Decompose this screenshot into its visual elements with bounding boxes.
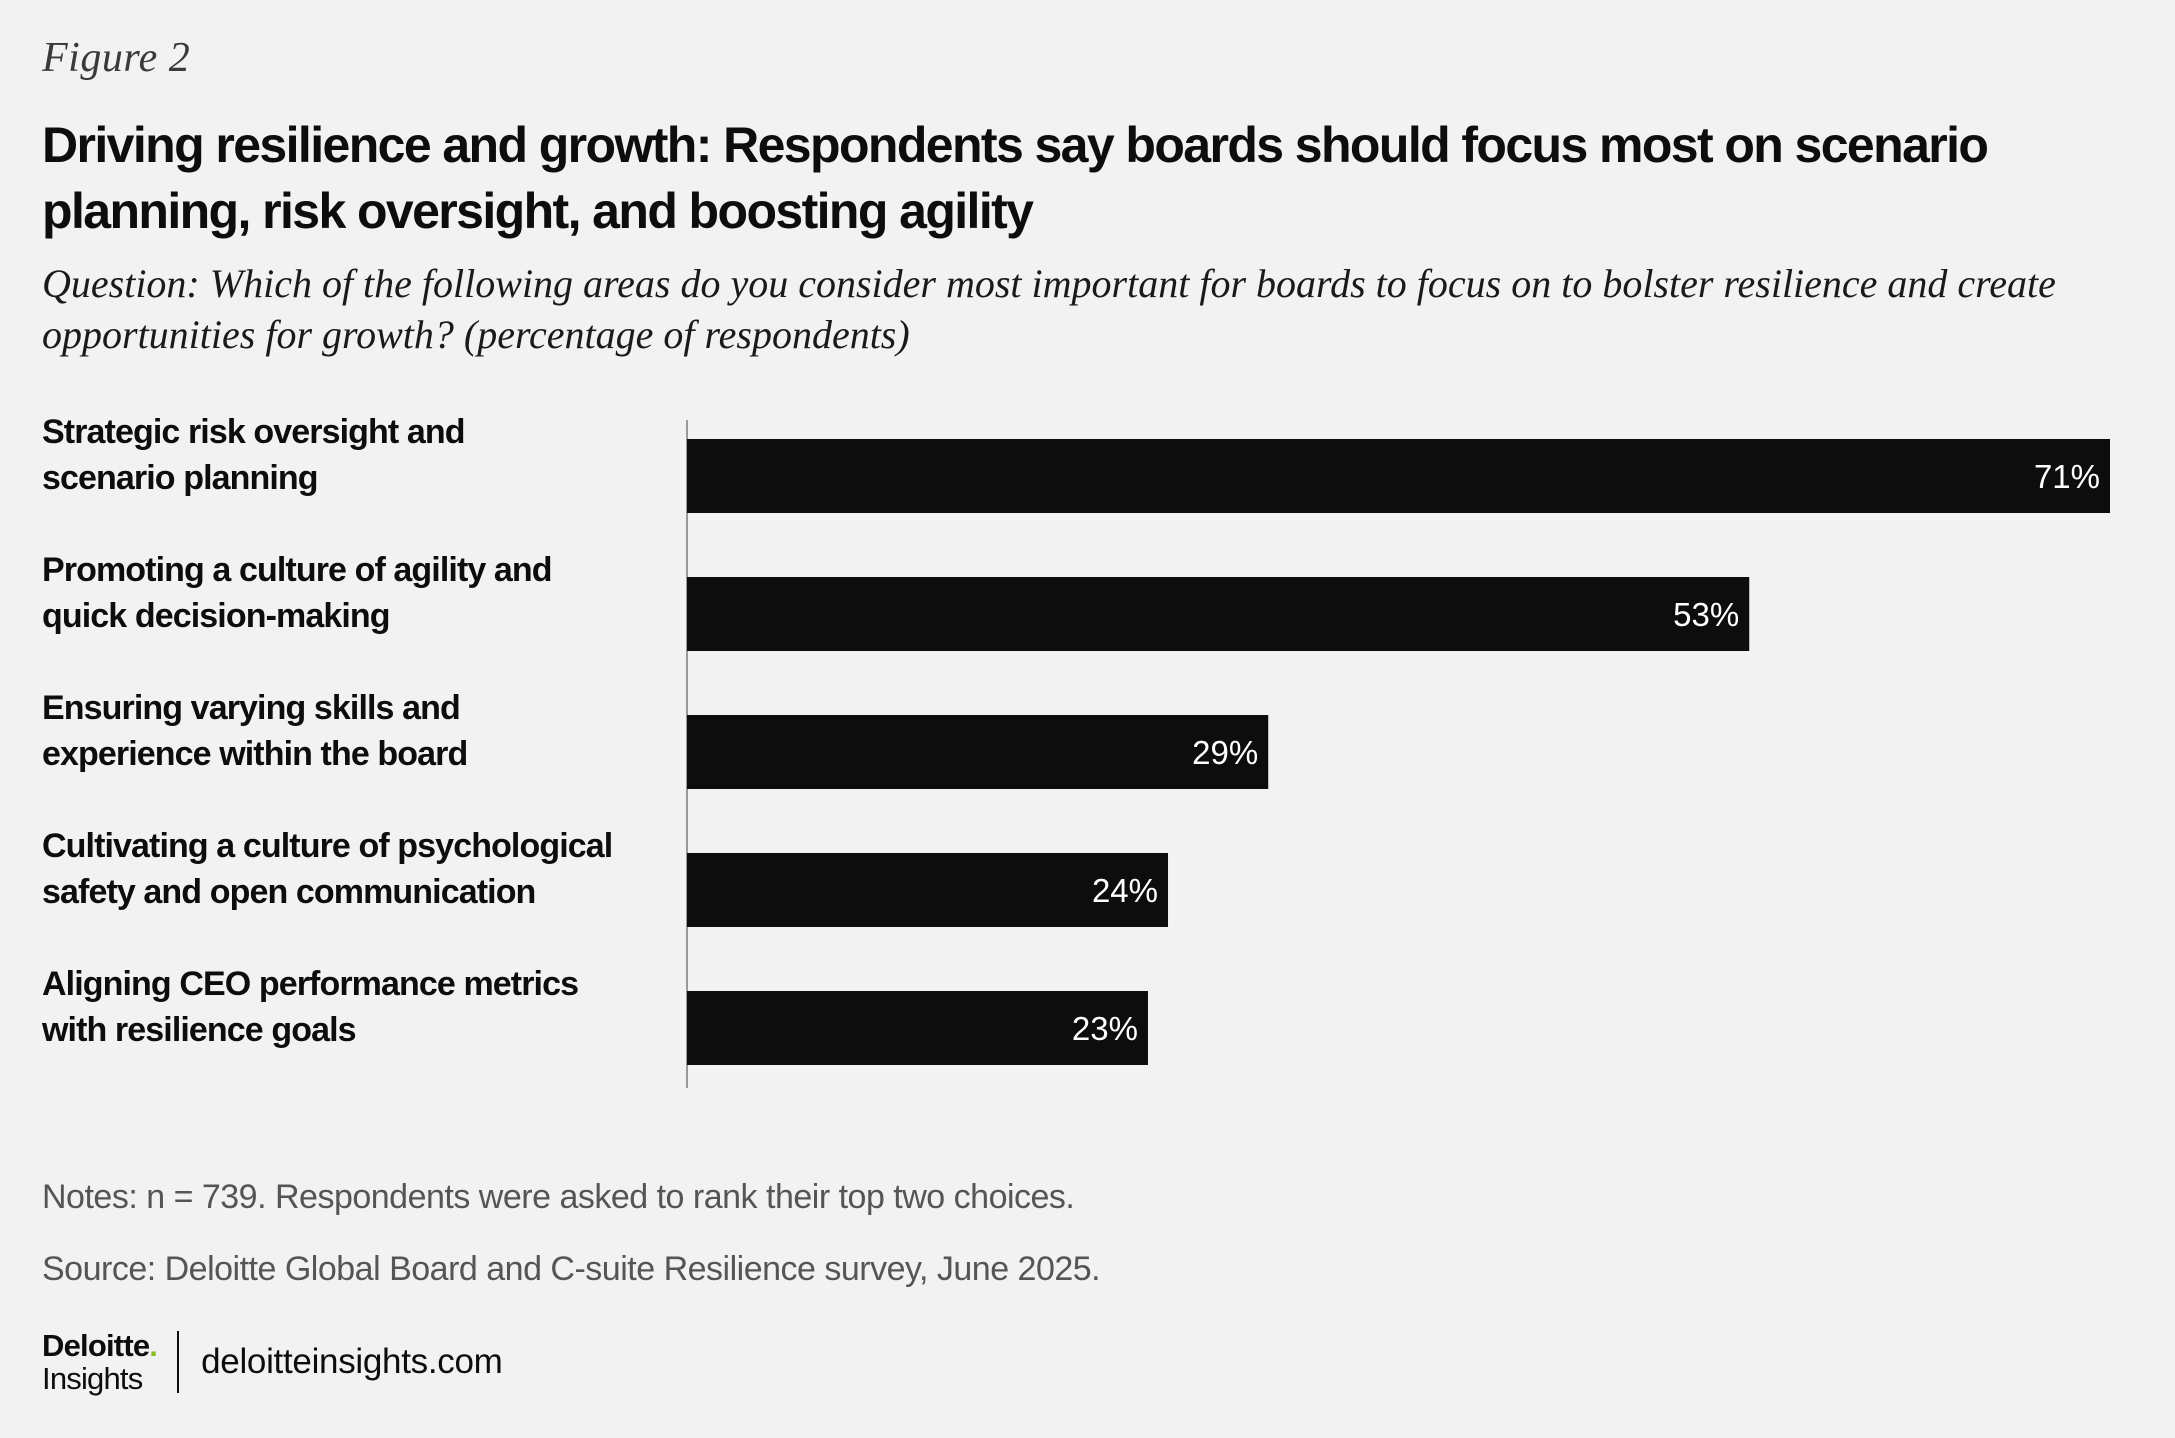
bar-value-label: 71% xyxy=(2034,458,2100,495)
bar-value-label: 29% xyxy=(1192,734,1258,771)
category-label: Aligning CEO performance metrics with res… xyxy=(41,965,578,1049)
category-label-line: Ensuring varying skills and xyxy=(42,689,460,727)
category-label: Strategic risk oversight and scenario pla… xyxy=(42,413,465,497)
footer-divider xyxy=(177,1331,180,1393)
bar-value-label: 53% xyxy=(1673,596,1739,633)
bar-3 xyxy=(687,715,1269,789)
survey-question: Question: Which of the following areas d… xyxy=(42,261,2056,357)
deloitte-insights-logo: Deloitte. Insights xyxy=(42,1328,158,1396)
logo-word-text: Deloitte xyxy=(42,1328,150,1363)
category-label: Cultivating a culture of psychological sa… xyxy=(42,827,612,911)
footer: Deloitte. Insights deloitteinsights.com xyxy=(42,1328,503,1396)
chart-title: Driving resilience and growth: Responden… xyxy=(42,117,1989,239)
category-label-line: Promoting a culture of agility and xyxy=(42,551,552,589)
category-label-line: quick decision-making xyxy=(42,597,390,635)
logo-green-dot: . xyxy=(149,1328,158,1363)
chart-source: Source: Deloitte Global Board and C-suit… xyxy=(42,1250,1101,1288)
category-label-line: scenario planning xyxy=(42,459,318,497)
logo-wordmark: Deloitte. xyxy=(42,1328,158,1363)
bar-5 xyxy=(687,991,1148,1065)
site-link[interactable]: deloitteinsights.com xyxy=(201,1342,503,1381)
bar-4 xyxy=(687,853,1169,927)
category-label-line: Aligning CEO performance metrics xyxy=(42,965,578,1003)
logo-subtitle: Insights xyxy=(42,1361,143,1396)
bar-value-label: 24% xyxy=(1092,872,1158,909)
category-label-line: experience within the board xyxy=(42,735,467,773)
category-label-line: with resilience goals xyxy=(41,1011,356,1049)
bar-2 xyxy=(687,577,1750,651)
category-label: Ensuring varying skills and experience wi… xyxy=(42,689,467,773)
bar-1 xyxy=(687,439,2110,513)
figure-label: Figure 2 xyxy=(42,35,191,81)
category-label-line: safety and open communication xyxy=(42,873,535,911)
category-label-line: Cultivating a culture of psychological xyxy=(42,827,612,865)
chart-notes: Notes: n = 739. Respondents were asked t… xyxy=(42,1178,1075,1216)
category-label-line: Strategic risk oversight and xyxy=(42,413,465,451)
category-label: Promoting a culture of agility and quick … xyxy=(42,551,552,635)
bar-value-label: 23% xyxy=(1072,1010,1138,1047)
